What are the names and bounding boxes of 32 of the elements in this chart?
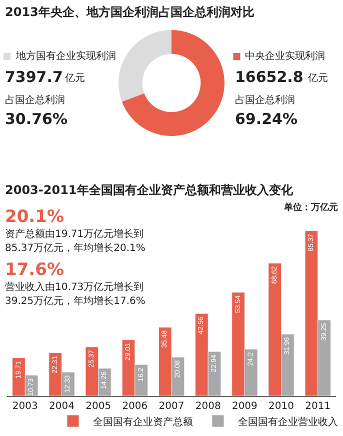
text: 占国企总利润	[5, 94, 65, 106]
x-tick-label: 2008	[195, 401, 221, 412]
legend-label: 全国国有企业营业收入	[238, 416, 338, 428]
data-label: 16652.8	[235, 68, 304, 86]
x-tick-label: 2006	[122, 401, 148, 412]
annotation: 39.25万亿元，年均增长17.6%	[5, 295, 146, 307]
data-label: 7397.7	[5, 68, 63, 86]
x-tick-label: 2009	[232, 401, 258, 412]
text: 亿元	[64, 73, 85, 84]
text: 69.24%	[235, 110, 298, 128]
chart-title: 2003-2011年全国国有企业资产总额和营业收入变化	[5, 183, 294, 197]
text: 30.76%	[5, 110, 68, 128]
text: 单位：万亿元	[283, 202, 338, 213]
annotation: 资产总额由19.71万亿元增长到	[5, 228, 144, 240]
annotation: 营业收入由10.73万亿元增长到	[5, 281, 144, 293]
annotation: 85.37万亿元，年均增长20.1%	[5, 242, 146, 254]
x-tick-label: 2004	[49, 401, 74, 412]
legend-label: 地方国有企业实现利润	[15, 50, 116, 62]
text: 亿元	[307, 73, 328, 84]
annotation: 17.6%	[5, 260, 64, 280]
legend-label: 全国国有企业资产总额	[93, 416, 193, 428]
x-tick-label: 2010	[268, 401, 294, 412]
x-tick-label: 2005	[86, 401, 112, 412]
x-tick-label: 2003	[12, 401, 38, 412]
donut-slice	[118, 30, 172, 102]
x-tick-label: 2007	[158, 401, 184, 412]
text: 20.1%	[5, 207, 64, 227]
chart-title: 2013年央企、地方国企利润占国企总利润对比	[5, 5, 254, 19]
legend-label: 中央企业实现利润	[245, 50, 325, 62]
donut-slice	[122, 30, 224, 136]
x-tick-label: 2011	[305, 401, 331, 412]
text: 占国企总利润	[235, 94, 295, 106]
